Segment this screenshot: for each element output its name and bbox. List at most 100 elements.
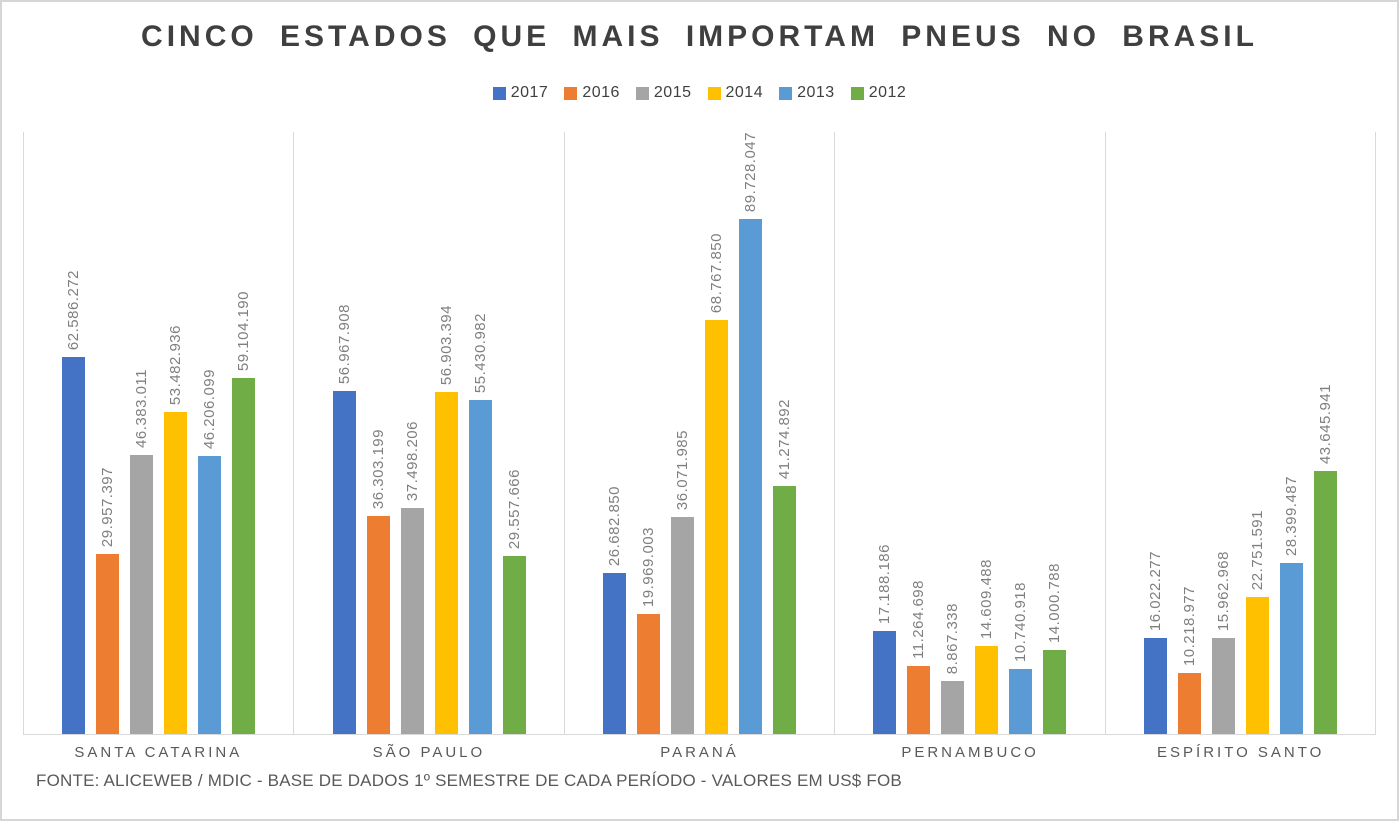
bar-parana-2015: [671, 517, 695, 734]
bar-parana-2014: [705, 320, 729, 734]
bar-parana-2017: [603, 573, 627, 734]
bar-value-label: 8.867.338: [944, 602, 962, 674]
bar-cell-pernambuco-2013: 10.740.918: [1009, 132, 1033, 734]
bar-santa-catarina-2017: [62, 357, 86, 734]
bar-value-label: 19.969.003: [640, 526, 658, 607]
bar-espirito-santo-2013: [1279, 563, 1303, 734]
bar-santa-catarina-2014: [164, 412, 188, 734]
bar-cell-pernambuco-2012: 14.000.788: [1043, 132, 1067, 734]
bar-value-label: 55.430.982: [471, 312, 489, 393]
legend-item-2014: 2014: [707, 84, 764, 102]
bar-cell-parana-2013: 89.728.047: [739, 132, 763, 734]
bar-value-label: 28.399.487: [1282, 475, 1300, 556]
bar-pernambuco-2013: [1009, 669, 1033, 734]
bar-parana-2016: [637, 614, 661, 734]
category-label-pernambuco: PERNAMBUCO: [901, 744, 1039, 761]
category-group-parana: 26.682.850 19.969.003 36.071.985 68.767.850…: [563, 132, 834, 734]
category-axis: SANTA CATARINA SÃO PAULO PARANÁ PERNAMBUCO E…: [23, 735, 1376, 761]
category-label-santa-catarina: SANTA CATARINA: [74, 744, 243, 761]
legend-item-2017: 2017: [492, 84, 549, 102]
bar-cell-sao-paulo-2014: 56.903.394: [434, 132, 458, 734]
bar-value-label: 29.957.397: [99, 466, 117, 547]
bar-cell-espirito-santo-2014: 22.751.591: [1245, 132, 1269, 734]
bar-sao-paulo-2017: [332, 391, 356, 734]
bar-santa-catarina-2012: [232, 378, 256, 734]
legend-swatch-icon: [635, 86, 649, 100]
bar-value-label: 16.022.277: [1146, 550, 1164, 631]
legend-label: 2014: [725, 84, 764, 101]
category-group-sao-paulo: 56.967.908 36.303.199 37.498.206 56.903.394…: [293, 132, 563, 734]
bar-value-label: 14.000.788: [1046, 562, 1064, 643]
chart-title: CINCO ESTADOS QUE MAIS IMPORTAM PNEUS NO…: [141, 20, 1258, 53]
bar-espirito-santo-2012: [1313, 471, 1337, 734]
bar-cell-sao-paulo-2015: 37.498.206: [400, 132, 424, 734]
legend-label: 2017: [510, 84, 549, 101]
bar-value-label: 26.682.850: [606, 485, 624, 566]
category-group-espirito-santo: 16.022.277 10.218.977 15.962.968 22.751.591…: [1104, 132, 1377, 734]
bar-sao-paulo-2014: [434, 392, 458, 734]
legend-item-2012: 2012: [850, 84, 907, 102]
category-group-santa-catarina: 62.586.272 29.957.397 46.383.011 53.482.936…: [23, 132, 293, 734]
bar-value-label: 62.586.272: [65, 269, 83, 350]
legend-swatch-icon: [492, 86, 506, 100]
bar-pernambuco-2017: [873, 631, 897, 734]
category-label-espirito-santo: ESPÍRITO SANTO: [1157, 744, 1325, 761]
bar-cell-pernambuco-2017: 17.188.186: [873, 132, 897, 734]
bar-cell-parana-2015: 36.071.985: [671, 132, 695, 734]
legend-swatch-icon: [850, 86, 864, 100]
bar-cell-pernambuco-2015: 8.867.338: [941, 132, 965, 734]
bar-cell-espirito-santo-2016: 10.218.977: [1177, 132, 1201, 734]
legend-label: 2012: [868, 84, 907, 101]
bar-espirito-santo-2016: [1177, 673, 1201, 734]
bar-value-label: 41.274.892: [776, 398, 794, 479]
bar-cell-santa-catarina-2016: 29.957.397: [96, 132, 120, 734]
bar-pernambuco-2012: [1043, 650, 1067, 734]
bar-pernambuco-2014: [975, 646, 999, 734]
bar-espirito-santo-2015: [1211, 638, 1235, 734]
bar-espirito-santo-2014: [1245, 597, 1269, 734]
bar-cell-parana-2017: 26.682.850: [603, 132, 627, 734]
bar-pernambuco-2016: [907, 666, 931, 734]
bar-value-label: 37.498.206: [403, 420, 421, 501]
bar-cell-sao-paulo-2017: 56.967.908: [332, 132, 356, 734]
legend-swatch-icon: [707, 86, 721, 100]
category-label-parana: PARANÁ: [660, 744, 739, 761]
bar-cell-santa-catarina-2012: 59.104.190: [232, 132, 256, 734]
bar-sao-paulo-2012: [502, 556, 526, 734]
bar-cell-parana-2016: 19.969.003: [637, 132, 661, 734]
bar-cell-sao-paulo-2013: 55.430.982: [468, 132, 492, 734]
bar-value-label: 53.482.936: [167, 324, 185, 405]
bar-value-label: 43.645.941: [1316, 383, 1334, 464]
bar-value-label: 36.303.199: [369, 428, 387, 509]
bar-cell-espirito-santo-2015: 15.962.968: [1211, 132, 1235, 734]
bar-parana-2012: [773, 486, 797, 734]
bar-cell-espirito-santo-2017: 16.022.277: [1143, 132, 1167, 734]
bar-value-label: 59.104.190: [235, 290, 253, 371]
bar-cell-parana-2014: 68.767.850: [705, 132, 729, 734]
legend-label: 2016: [582, 84, 620, 101]
bar-cell-santa-catarina-2013: 46.206.099: [198, 132, 222, 734]
bar-value-label: 11.264.698: [910, 580, 928, 659]
bar-value-label: 36.071.985: [674, 429, 692, 510]
bar-cell-sao-paulo-2016: 36.303.199: [366, 132, 390, 734]
category-label-sao-paulo: SÃO PAULO: [372, 744, 486, 761]
category-group-pernambuco: 17.188.186 11.264.698 8.867.338 14.609.488 1…: [834, 132, 1104, 734]
bar-value-label: 56.903.394: [437, 304, 455, 385]
bar-value-label: 89.728.047: [742, 132, 760, 213]
bar-cell-pernambuco-2014: 14.609.488: [975, 132, 999, 734]
plot-area: 62.586.272 29.957.397 46.383.011 53.482.936…: [23, 132, 1377, 735]
bar-santa-catarina-2015: [130, 455, 154, 734]
bar-value-label: 15.962.968: [1214, 550, 1232, 631]
bar-sao-paulo-2015: [400, 508, 424, 734]
bar-value-label: 46.383.011: [133, 369, 151, 448]
bar-value-label: 10.218.977: [1180, 585, 1198, 666]
bar-cell-santa-catarina-2014: 53.482.936: [164, 132, 188, 734]
legend: 2017 2016 2015 2014 2013 2012: [2, 84, 1397, 102]
bar-cell-parana-2012: 41.274.892: [773, 132, 797, 734]
bar-pernambuco-2015: [941, 681, 965, 734]
bar-parana-2013: [739, 219, 763, 734]
bar-value-label: 14.609.488: [978, 558, 996, 639]
bar-santa-catarina-2013: [198, 456, 222, 734]
legend-item-2015: 2015: [635, 84, 692, 102]
